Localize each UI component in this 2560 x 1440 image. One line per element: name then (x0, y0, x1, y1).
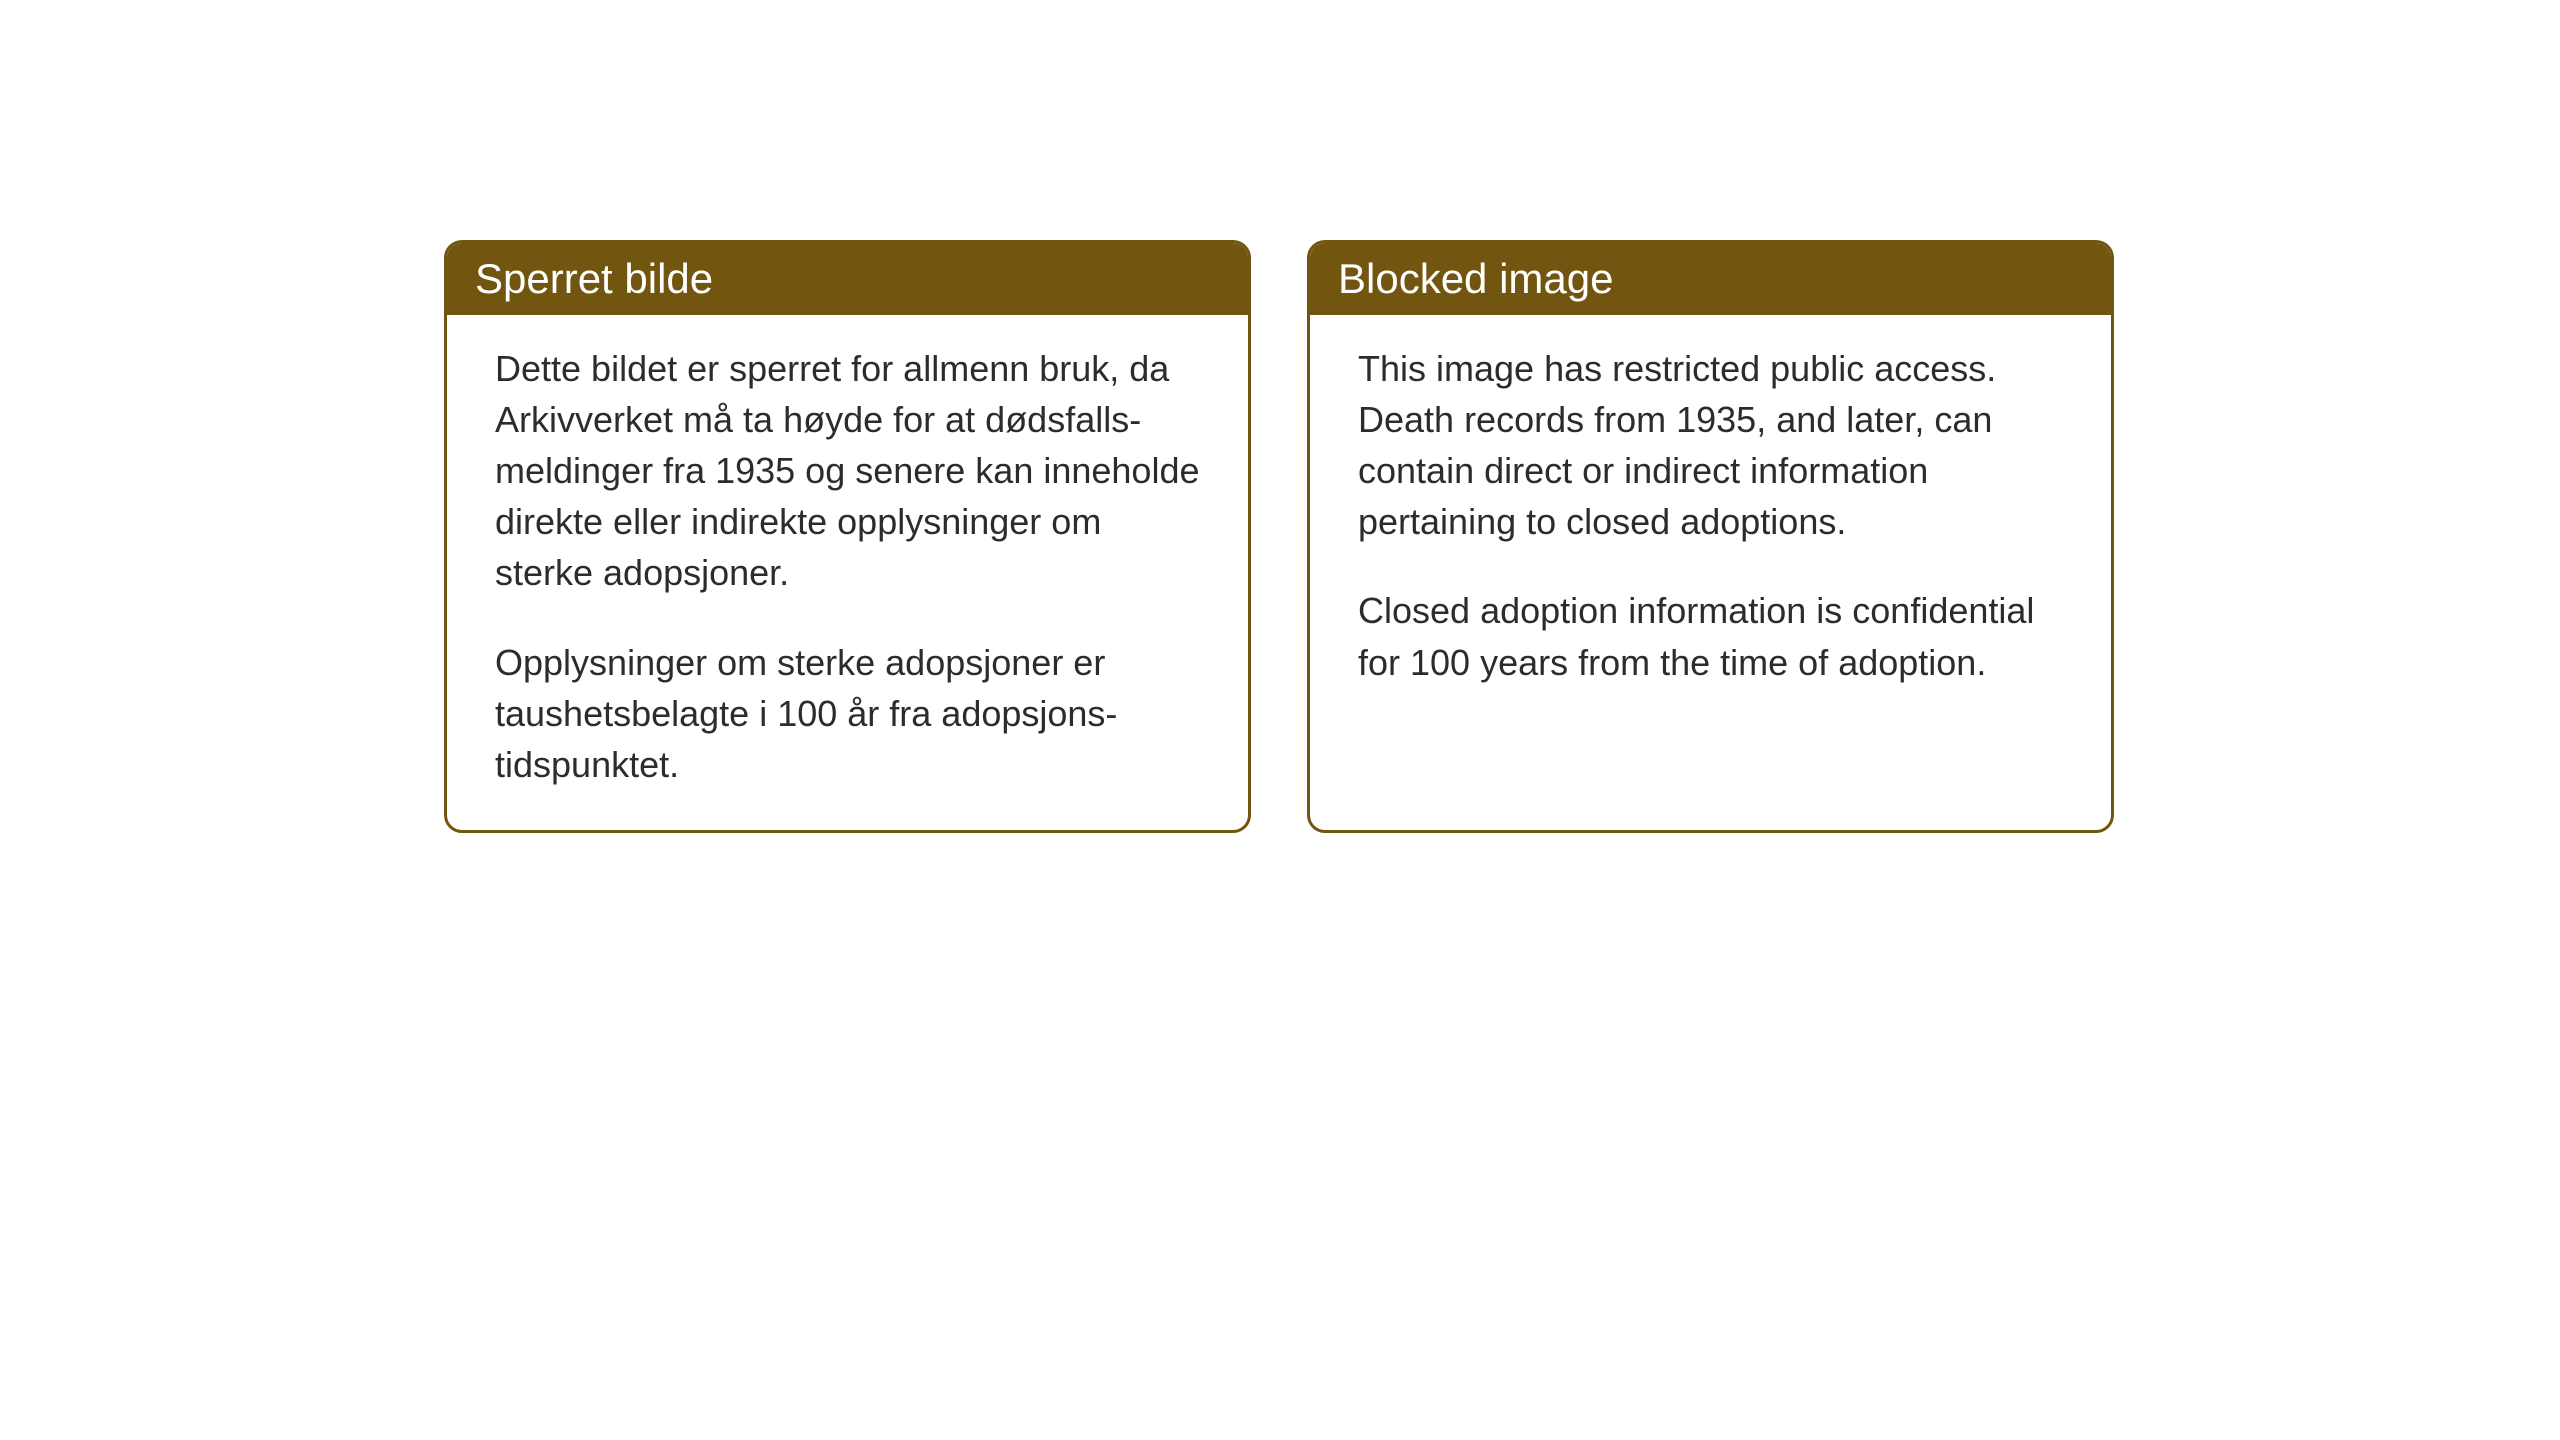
notice-body-english: This image has restricted public access.… (1310, 315, 2111, 735)
notice-container: Sperret bilde Dette bildet er sperret fo… (444, 240, 2114, 833)
notice-header-norwegian: Sperret bilde (447, 243, 1248, 315)
notice-title-norwegian: Sperret bilde (475, 255, 713, 302)
notice-paragraph-1-norwegian: Dette bildet er sperret for allmenn bruk… (495, 343, 1200, 599)
notice-paragraph-2-norwegian: Opplysninger om sterke adopsjoner er tau… (495, 637, 1200, 790)
notice-box-english: Blocked image This image has restricted … (1307, 240, 2114, 833)
notice-paragraph-1-english: This image has restricted public access.… (1358, 343, 2063, 547)
notice-box-norwegian: Sperret bilde Dette bildet er sperret fo… (444, 240, 1251, 833)
notice-title-english: Blocked image (1338, 255, 1613, 302)
notice-header-english: Blocked image (1310, 243, 2111, 315)
notice-paragraph-2-english: Closed adoption information is confident… (1358, 585, 2063, 687)
notice-body-norwegian: Dette bildet er sperret for allmenn bruk… (447, 315, 1248, 830)
